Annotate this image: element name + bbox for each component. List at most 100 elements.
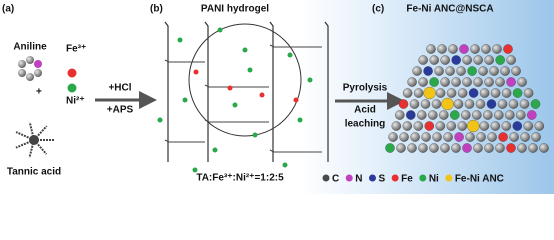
aerogel-atom — [395, 110, 405, 120]
aerogel-atom — [484, 77, 494, 87]
fe-ion — [293, 97, 299, 103]
aerogel-atom — [520, 132, 530, 142]
ni-ion — [287, 52, 293, 58]
aerogel-atom — [388, 132, 398, 142]
fe-ion — [227, 85, 233, 91]
aerogel-atom — [501, 88, 512, 98]
ratio: TA:Fe³⁺:Ni²⁺=1:2:5 — [196, 173, 284, 184]
aerogel-atom — [439, 110, 449, 120]
aerogel-atom — [429, 143, 439, 153]
ni-ion — [177, 37, 183, 43]
aerogel-atom — [495, 143, 505, 153]
aerogel-atom — [451, 143, 461, 153]
aerogel-atom — [445, 66, 455, 76]
aerogel-atom — [446, 88, 457, 98]
aerogel-atom — [517, 77, 527, 87]
aerogel-atom — [506, 77, 516, 87]
aerogel-atom — [467, 66, 477, 76]
aerogel-atom — [483, 110, 493, 120]
aerogel-atom — [385, 143, 395, 153]
aerogel-atom — [490, 121, 501, 131]
aerogel-atom — [457, 88, 468, 98]
aerogel-atom — [428, 110, 438, 120]
aerogel-atom — [431, 99, 442, 109]
aerogel-atom — [454, 132, 464, 142]
crosslink — [164, 139, 205, 143]
legend: C N S Fe Ni Fe-Ni ANC — [322, 174, 504, 185]
aerogel-atom — [441, 97, 454, 111]
ni-ion — [247, 67, 253, 73]
aerogel-atom — [506, 143, 516, 153]
aerogel-atom — [459, 44, 469, 54]
aniline-atom — [26, 73, 34, 81]
illustrations — [15, 21, 549, 173]
polymer-chain — [324, 21, 329, 162]
panel-title: Fe-Ni ANC@NSCA — [406, 4, 493, 15]
legend-label: Fe-Ni ANC — [455, 174, 504, 185]
legend-marker — [391, 174, 399, 182]
aerogel-atom — [494, 110, 504, 120]
aerogel-atom — [473, 143, 483, 153]
ni-ion — [67, 83, 77, 93]
ni-ion — [217, 27, 223, 33]
aerogel-atom — [464, 99, 475, 109]
page: (a) Aniline Fe³⁺ + Ni²⁺ Tannic acid +HCl… — [2, 0, 554, 194]
aerogel-atom — [432, 132, 442, 142]
legend-label: C — [332, 174, 339, 185]
aerogel-atom — [435, 88, 446, 98]
aerogel-atom — [413, 88, 424, 98]
polymer-chain — [204, 21, 209, 162]
aerogel-atom — [512, 121, 523, 131]
aerogel-atom — [409, 99, 420, 109]
aerogel-atom — [402, 88, 413, 98]
aerogel-atom — [391, 121, 402, 131]
legend-label: Fe — [401, 174, 413, 185]
arrow-text: +APS — [107, 105, 134, 116]
aerogel-atom — [443, 132, 453, 142]
aerogel-atom — [479, 121, 490, 131]
aerogel-atom — [417, 110, 427, 120]
aerogel-atom — [495, 55, 505, 65]
aerogel-atom — [489, 66, 499, 76]
aerogel-atom — [475, 99, 486, 109]
arrow-text: leaching — [345, 119, 386, 130]
aerogel-atom — [468, 88, 479, 98]
fe-ion — [193, 69, 199, 75]
legend-label: N — [355, 174, 362, 185]
crosslink — [269, 44, 322, 48]
aerogel-atom — [399, 132, 409, 142]
aerogel-atom — [462, 55, 472, 65]
ni-ion — [282, 162, 288, 168]
aerogel-atom — [484, 55, 494, 65]
aerogel-atom — [429, 55, 439, 65]
figure: (a) Aniline Fe³⁺ + Ni²⁺ Tannic acid +HCl… — [2, 0, 554, 194]
aerogel-atom — [530, 99, 541, 109]
aerogel-atom — [527, 110, 537, 120]
aerogel-atom — [429, 77, 439, 87]
aerogel-atom — [418, 143, 428, 153]
aerogel-atom — [500, 66, 510, 76]
aerogel-atom — [528, 143, 538, 153]
legend-marker — [345, 174, 353, 182]
aerogel-atom — [497, 99, 508, 109]
ni-ion — [297, 117, 303, 123]
crosslink — [164, 59, 205, 63]
aerogel-atom — [534, 121, 545, 131]
tannic-acid-label: Tannic acid — [7, 167, 61, 178]
aniline-atom — [18, 69, 26, 77]
aerogel-atom — [467, 119, 480, 133]
legend-label: S — [378, 174, 385, 185]
ni-ion — [157, 117, 163, 123]
aerogel-atom — [440, 77, 450, 87]
aerogel-atom — [505, 110, 515, 120]
aniline-atom — [34, 69, 42, 77]
aerogel-atom — [539, 143, 549, 153]
aerogel-atom — [472, 110, 482, 120]
aerogel-atom — [440, 143, 450, 153]
aerogel-atom — [476, 132, 486, 142]
aerogel-atom — [523, 88, 534, 98]
aerogel-atom — [495, 77, 505, 87]
aerogel-atom — [511, 66, 521, 76]
aerogel-atom — [407, 143, 417, 153]
aerogel-atom — [396, 143, 406, 153]
